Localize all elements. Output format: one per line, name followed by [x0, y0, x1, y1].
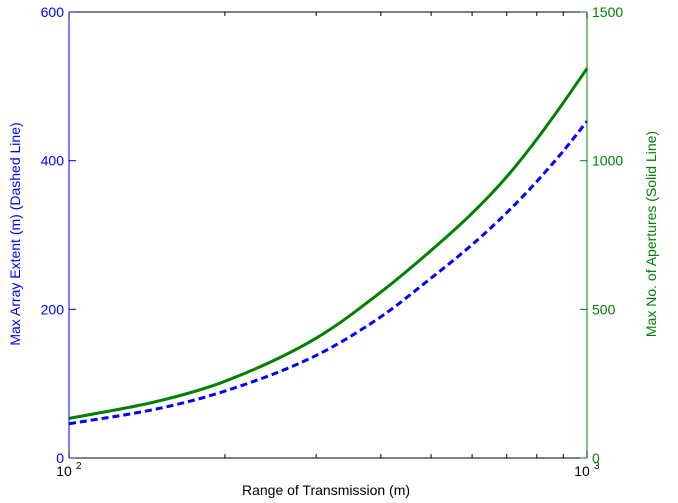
x-tick-label-exponent: 3 [594, 461, 600, 472]
right-y-tick-label: 1500 [592, 4, 623, 20]
right-y-tick-label: 0 [592, 450, 600, 466]
plot-marks [68, 67, 589, 426]
apertures-solid-line [68, 67, 589, 420]
axes-frame [68, 11, 588, 459]
left-y-tick-label: 0 [56, 450, 64, 466]
left-y-axis-label: Max Array Extent (m) (Dashed Line) [7, 122, 23, 345]
array-extent-dashed-line [68, 120, 589, 426]
left-y-tick-label: 200 [41, 301, 65, 317]
left-y-tick-label: 600 [41, 4, 65, 20]
x-tick-label: 10 [56, 463, 72, 479]
x-tick-label-exponent: 2 [76, 461, 82, 472]
x-axis-label: Range of Transmission (m) [242, 482, 410, 498]
x-tick-label: 10 [574, 463, 590, 479]
right-y-tick-label: 500 [592, 301, 616, 317]
right-y-tick-label: 1000 [592, 153, 623, 169]
left-y-tick-label: 400 [41, 153, 65, 169]
right-y-axis-label: Max No. of Apertures (Solid Line) [643, 131, 659, 337]
